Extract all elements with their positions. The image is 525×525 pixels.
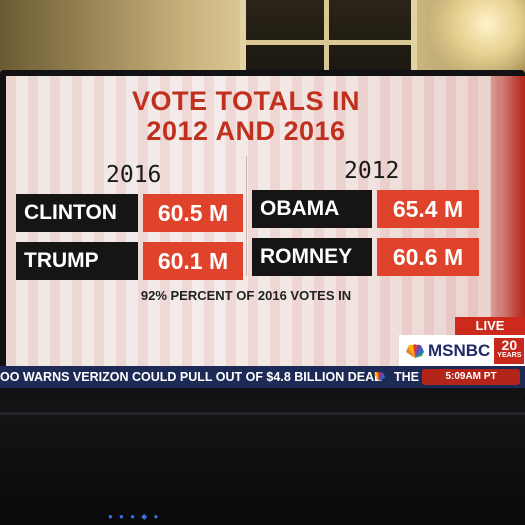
vote-total: 65.4 M — [377, 190, 479, 228]
vote-row-romney: ROMNEY 60.6 M — [252, 238, 479, 276]
year-label-2016: 2016 — [106, 162, 162, 188]
status-lights: ● ● ● ◆ ● — [108, 512, 161, 521]
ticker-headline: OO WARNS VERIZON COULD PULL OUT OF $4.8 … — [0, 370, 382, 384]
anniversary-number: 20 — [501, 337, 518, 353]
network-name: MSNBC — [428, 341, 491, 360]
anniversary-badge: 20 YEARS — [494, 337, 525, 364]
vote-row-obama: OBAMA 65.4 M — [252, 190, 479, 228]
candidate-name: CLINTON — [16, 194, 138, 232]
ticker-clock: 5:09AM PT — [422, 369, 520, 385]
ticker-next-headline: THE — [394, 370, 419, 384]
peacock-icon — [406, 344, 424, 358]
peacock-icon — [374, 371, 386, 382]
tv-screen: VOTE TOTALS IN 2012 AND 2016 2016 2012 C… — [6, 76, 525, 366]
room-window — [240, 0, 417, 78]
live-badge: LIVE — [455, 317, 525, 335]
anniversary-word: YEARS — [497, 352, 522, 359]
reporting-footnote: 92% PERCENT OF 2016 VOTES IN — [140, 288, 352, 303]
room-lamp-glow — [430, 0, 525, 80]
graphic-title-line2: 2012 AND 2016 — [146, 116, 346, 146]
year-label-2012: 2012 — [344, 158, 400, 184]
column-divider — [246, 156, 247, 276]
vote-row-clinton: CLINTON 60.5 M — [16, 194, 243, 232]
candidate-name: OBAMA — [252, 190, 372, 228]
news-ticker: OO WARNS VERIZON COULD PULL OUT OF $4.8 … — [0, 366, 525, 388]
graphic-title-line1: VOTE TOTALS IN — [131, 86, 360, 116]
tv-stand — [0, 400, 525, 525]
candidate-name: ROMNEY — [252, 238, 372, 276]
tv-stand-edge — [0, 412, 525, 415]
candidate-name: TRUMP — [16, 242, 138, 280]
vote-total: 60.6 M — [377, 238, 479, 276]
vote-row-trump: TRUMP 60.1 M — [16, 242, 243, 280]
vote-total: 60.5 M — [143, 194, 243, 232]
vote-total: 60.1 M — [143, 242, 243, 280]
network-bug: MSNBC 20 YEARS — [399, 335, 525, 366]
